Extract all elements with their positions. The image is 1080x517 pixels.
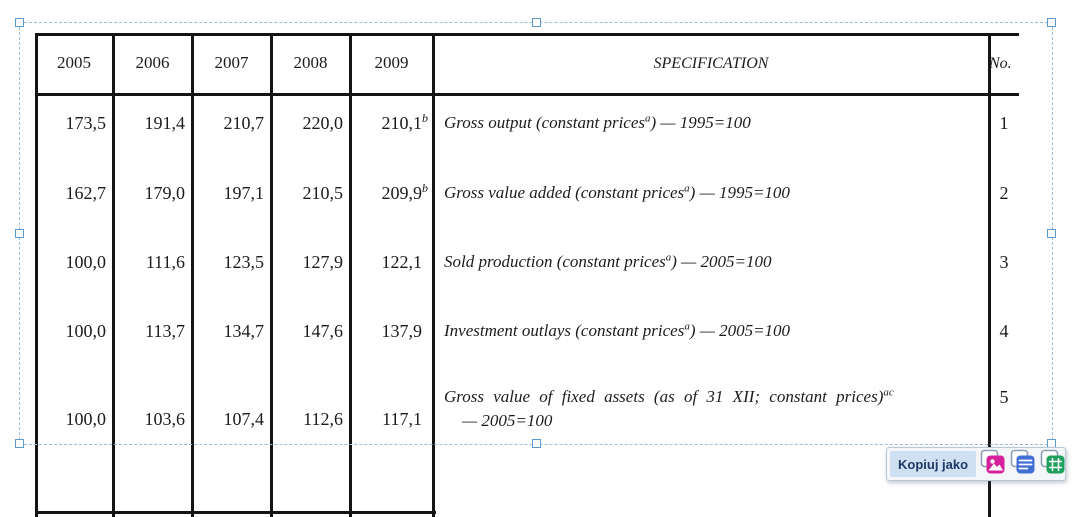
row-number-cell: 5 [999, 387, 1009, 407]
value-cell: 100,0 [65, 321, 107, 341]
value-cell: 173,5 [65, 113, 107, 133]
value-cell: 179,0 [144, 183, 186, 203]
value-cell: 162,7 [65, 183, 107, 203]
copy-as-table-button[interactable] [1040, 449, 1066, 480]
col-line-2 [191, 33, 194, 517]
value-cell: 210,7 [223, 113, 265, 133]
selection-handle-top-center[interactable] [532, 18, 541, 27]
value-cell: 147,6 [302, 321, 344, 341]
table-left-border [35, 33, 38, 517]
value-cell: 197,1 [223, 183, 265, 203]
value-cell: 210,5 [302, 183, 344, 203]
value-cell: 113,7 [145, 321, 185, 341]
no-header: No. [989, 55, 1012, 72]
selection-handle-top-left[interactable] [15, 18, 24, 27]
selection-handle-middle-right[interactable] [1047, 229, 1056, 238]
specification-cell-line2: — 2005=100 [462, 411, 553, 430]
copy-as-text-button[interactable] [1010, 449, 1036, 480]
col-line-3 [270, 33, 273, 517]
table-next-section-border [35, 511, 436, 514]
col-line-5 [432, 33, 435, 517]
value-cell: 127,9 [302, 252, 344, 272]
value-cell: 103,6 [144, 409, 186, 429]
row-number-cell: 3 [999, 252, 1009, 272]
col-line-4 [349, 33, 352, 517]
value-cell: 123,5 [223, 252, 265, 272]
copy-as-image-icon [980, 449, 1006, 480]
value-cell: 191,4 [144, 113, 186, 133]
selection-handle-bottom-center[interactable] [532, 439, 541, 448]
selection-rectangle[interactable] [19, 22, 1053, 445]
value-cell: 107,4 [223, 409, 265, 429]
copy-as-text-icon [1010, 449, 1036, 480]
specification-cell: Gross output (constant pricesa) — 1995=1… [444, 112, 751, 132]
table-top-border [35, 33, 1019, 36]
year-header: 2006 [135, 53, 170, 72]
row-number-cell: 2 [999, 183, 1009, 203]
value-cell: 111,6 [145, 252, 185, 272]
copy-as-table-icon [1040, 449, 1066, 480]
row-number-cell: 1 [999, 113, 1009, 133]
selection-handle-middle-left[interactable] [15, 229, 24, 238]
specification-cell: Gross value of fixed assets (as of 31 XI… [444, 386, 894, 406]
value-cell: 209,9b [381, 181, 429, 203]
selection-handle-bottom-left[interactable] [15, 439, 24, 448]
copy-as-image-button[interactable] [980, 449, 1006, 480]
specification-cell: Investment outlays (constant pricesa) — … [444, 320, 791, 340]
value-cell: 210,1b [381, 111, 429, 133]
selection-handle-top-right[interactable] [1047, 18, 1056, 27]
year-header: 2009 [374, 53, 409, 72]
col-line-spec-no [988, 33, 991, 517]
specification-cell: Gross value added (constant pricesa) — 1… [444, 182, 790, 202]
value-cell: 122,1 [381, 252, 423, 272]
value-cell: 100,0 [65, 252, 107, 272]
value-cell: 117,1 [382, 409, 422, 429]
copy-as-label: Kopiuj jako [890, 451, 977, 477]
year-header: 2008 [293, 53, 328, 72]
row-number-cell: 4 [999, 321, 1009, 341]
specification-header: SPECIFICATION [653, 55, 769, 72]
table-header-border [35, 93, 1019, 96]
value-cell: 134,7 [223, 321, 265, 341]
value-cell: 220,0 [302, 113, 344, 133]
value-cell: 137,9 [381, 321, 423, 341]
year-header: 2005 [57, 53, 91, 72]
copy-as-popup: Kopiuj jako [886, 447, 1066, 481]
col-line-1 [112, 33, 115, 517]
year-header: 2007 [214, 53, 249, 72]
specification-cell: Sold production (constant pricesa) — 200… [444, 251, 772, 271]
value-cell: 112,6 [303, 409, 343, 429]
value-cell: 100,0 [65, 409, 107, 429]
